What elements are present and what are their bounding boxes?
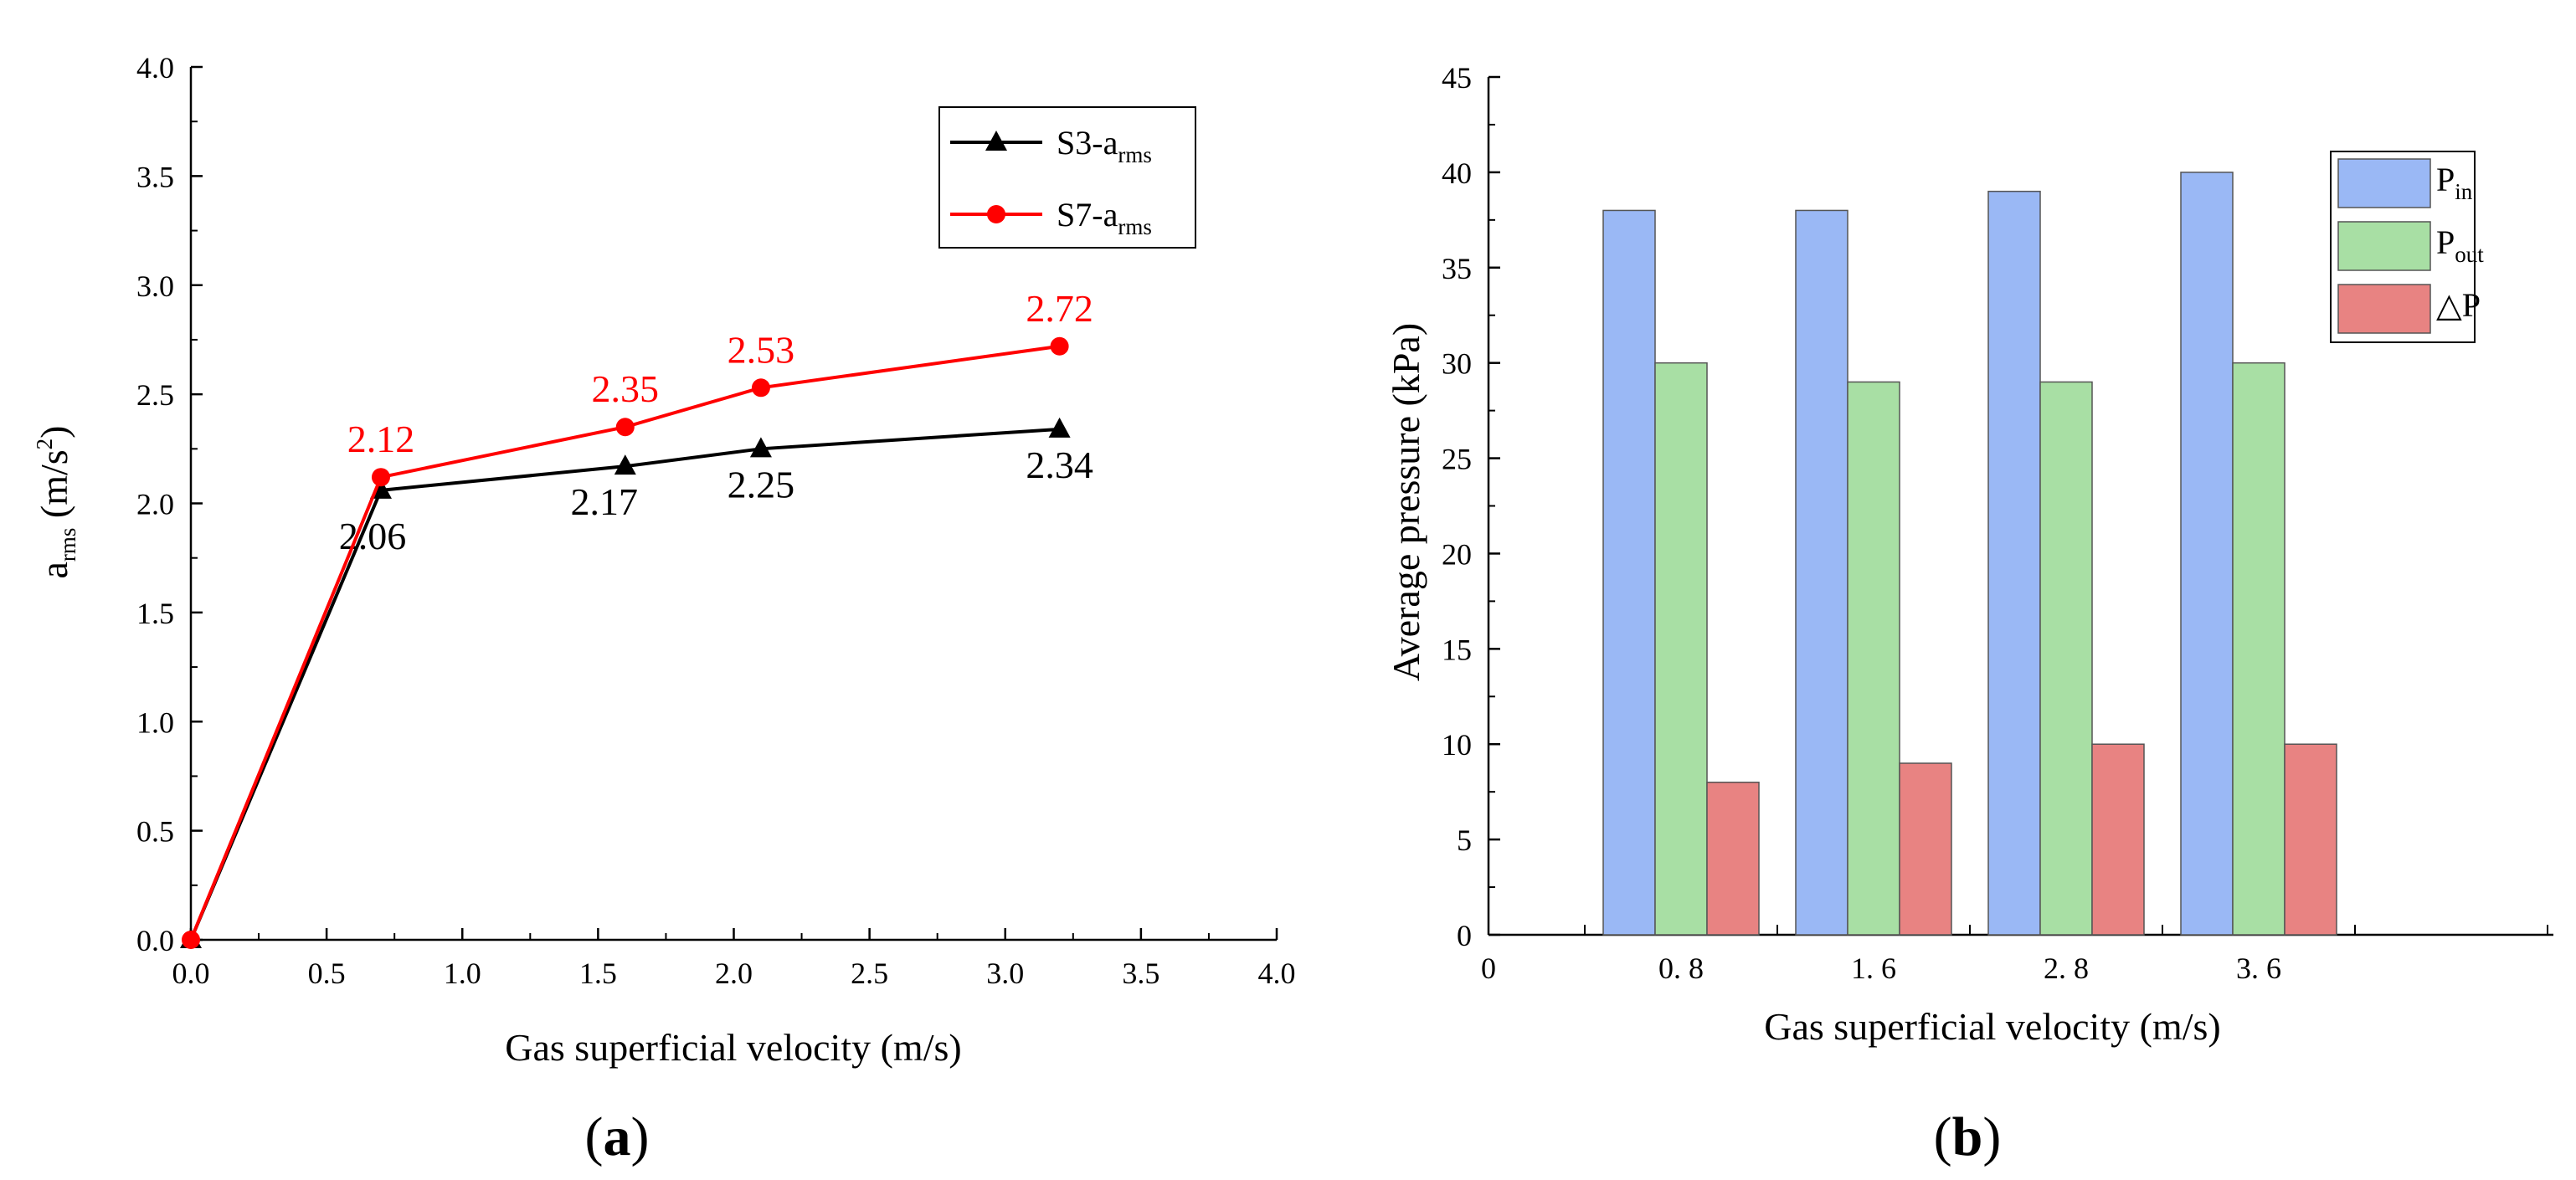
panel-b-bar bbox=[1795, 209, 1848, 936]
panel-b-x-tick-label: 0. 8 bbox=[1658, 952, 1704, 985]
panel-b-bar bbox=[2091, 743, 2145, 936]
panel-b-legend-swatch bbox=[2337, 158, 2431, 208]
panel-a-x-tick-label: 4.0 bbox=[1258, 957, 1296, 990]
panel-a-data-point bbox=[749, 437, 772, 458]
panel-a-legend-marker bbox=[987, 205, 1005, 223]
panel-a-x-axis-label: Gas superficial velocity (m/s) bbox=[505, 1026, 961, 1069]
panel-a-x-tick-label: 3.0 bbox=[986, 957, 1024, 990]
panel-a-y-axis-label: arms (m/s2) bbox=[32, 425, 80, 578]
panel-a-y-tick-label: 4.0 bbox=[136, 51, 174, 85]
panel-a-data-label: 2.12 bbox=[347, 418, 415, 460]
panel-a-y-tick-label: 0.5 bbox=[136, 815, 174, 849]
panel-a-data-point bbox=[182, 931, 200, 949]
panel-b-y-tick-label: 25 bbox=[1442, 443, 1472, 476]
panel-b-y-tick-label: 10 bbox=[1442, 728, 1472, 762]
panel-b-y-tick-label: 45 bbox=[1442, 61, 1472, 95]
line-chart-panel-a: 0.0 0.5 1.0 1.5 2.0 2.5 3.0 3.5 4.0 0.0 0.5 1.0 1.5 2… bbox=[32, 51, 1296, 1167]
panel-a-label: (a) bbox=[585, 1106, 650, 1167]
panel-a-data-point bbox=[615, 418, 635, 437]
panel-a-y-tick-label: 1.5 bbox=[136, 597, 174, 630]
panel-b-legend-label: Pout bbox=[2436, 223, 2484, 267]
panel-a-legend-box bbox=[938, 106, 1196, 249]
panel-b-y-tick-label: 0 bbox=[1457, 919, 1472, 952]
panel-a-x-tick-label: 2.0 bbox=[715, 957, 753, 990]
panel-a-ticks: 0.0 0.5 1.0 1.5 2.0 2.5 3.0 3.5 4.0 0.0 0.5 1.0 1.5 2… bbox=[136, 51, 1296, 990]
panel-b-bar bbox=[2232, 362, 2285, 936]
panel-b-legend: Pin Pout △P bbox=[2330, 151, 2484, 343]
panel-b-bar bbox=[1602, 209, 1656, 936]
panel-a-data-label: 2.35 bbox=[592, 367, 660, 410]
panel-a-data-point bbox=[1050, 336, 1069, 356]
panel-a-y-tick-label: 2.5 bbox=[136, 378, 174, 412]
panel-a-legend-label: S3-arms bbox=[1057, 124, 1152, 167]
panel-a-data-point bbox=[751, 378, 770, 398]
panel-a-data-label: 2.25 bbox=[728, 463, 795, 505]
panel-a-x-tick-label: 0.5 bbox=[308, 957, 346, 990]
panel-a-legend-label: S7-arms bbox=[1057, 196, 1152, 239]
panel-b-bar bbox=[1987, 190, 2041, 936]
panel-a-y-tick-label: 3.5 bbox=[136, 160, 174, 193]
panel-b-bar bbox=[2039, 381, 2093, 936]
panel-a-x-tick-label: 3.5 bbox=[1122, 957, 1159, 990]
panel-b-bar bbox=[1847, 381, 1900, 936]
panel-b-x-origin-label: 0 bbox=[1481, 952, 1496, 985]
panel-a-x-tick-label: 0.0 bbox=[172, 957, 210, 990]
panel-a-data-label: 2.72 bbox=[1026, 287, 1093, 330]
panel-a-data-label: 2.34 bbox=[1026, 444, 1093, 486]
panel-b-y-tick-label: 15 bbox=[1442, 633, 1472, 666]
panel-b-bar bbox=[1706, 782, 1760, 936]
panel-a-x-tick-label: 2.5 bbox=[851, 957, 888, 990]
bar-chart-panel-b: 0 5 10 15 20 25 30 35 40 45 0 0. 8 1. 6 2. 8 3. 6 Gas … bbox=[1385, 61, 2553, 1167]
panel-a-data-label: 2.53 bbox=[728, 328, 795, 371]
panel-b-x-tick-label: 2. 8 bbox=[2044, 952, 2089, 985]
panel-a-y-tick-label: 0.0 bbox=[136, 924, 174, 957]
panel-b-bar bbox=[2284, 743, 2337, 936]
panel-a-y-tick-label: 2.0 bbox=[136, 488, 174, 521]
panel-b-y-axis-label: Average pressure (kPa) bbox=[1385, 323, 1427, 681]
panel-b-legend-label: △P bbox=[2436, 286, 2481, 324]
panel-a-series: 2.062.17 2.25 2.342.122.352.532.72 bbox=[180, 287, 1093, 949]
panel-b-bar bbox=[2180, 172, 2234, 936]
panel-b-x-tick-label: 1. 6 bbox=[1851, 952, 1896, 985]
panel-b-y-tick-label: 5 bbox=[1457, 823, 1472, 857]
panel-b-y-tick-label: 40 bbox=[1442, 156, 1472, 190]
panel-b-x-tick-label: 3. 6 bbox=[2236, 952, 2281, 985]
panel-a-legend-marker bbox=[985, 131, 1007, 151]
panel-b-label: (b) bbox=[1934, 1106, 2002, 1167]
panel-a-legend: S3-arms S7-arms bbox=[938, 106, 1196, 249]
panel-b-legend-label: Pin bbox=[2436, 161, 2473, 204]
panel-b-y-tick-label: 20 bbox=[1442, 537, 1472, 571]
panel-a-data-point bbox=[1048, 417, 1071, 438]
panel-b-x-axis-label: Gas superficial velocity (m/s) bbox=[1764, 1005, 2220, 1048]
panel-a-y-tick-label: 3.0 bbox=[136, 269, 174, 303]
panel-a-x-tick-label: 1.0 bbox=[444, 957, 481, 990]
panel-a-y-tick-label: 1.0 bbox=[136, 705, 174, 739]
panel-b-ticks: 0 5 10 15 20 25 30 35 40 45 0 0. 8 1. 6 2. 8 3. 6 bbox=[1442, 61, 2548, 985]
panel-b-legend-swatch bbox=[2337, 284, 2431, 334]
panel-b-y-tick-label: 30 bbox=[1442, 347, 1472, 381]
panel-a-x-tick-label: 1.5 bbox=[579, 957, 617, 990]
panel-b-bar bbox=[1654, 362, 1708, 936]
panel-b-bars bbox=[1602, 172, 2337, 936]
panel-b-bar bbox=[1899, 762, 1952, 936]
panel-b-y-tick-label: 35 bbox=[1442, 252, 1472, 285]
panel-a-data-point bbox=[371, 468, 390, 487]
panel-a-data-point bbox=[614, 454, 636, 475]
panel-b-legend-swatch bbox=[2337, 221, 2431, 271]
panel-a-data-label: 2.17 bbox=[571, 480, 639, 523]
